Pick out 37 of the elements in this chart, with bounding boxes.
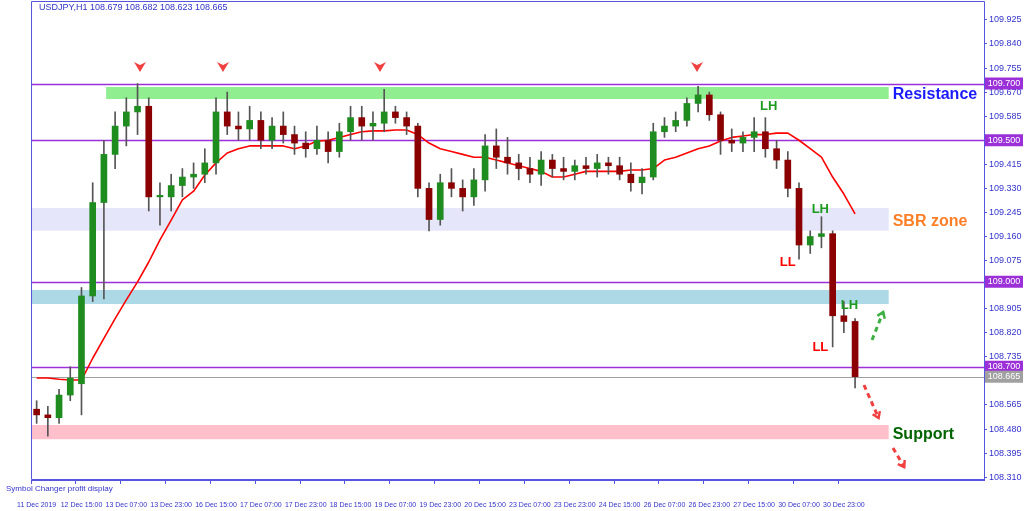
y-tick-label: 108.310 xyxy=(989,471,1022,482)
ref-line-label: 109.500 xyxy=(987,134,1021,145)
candlestick xyxy=(358,105,366,141)
y-tick-label: 108.395 xyxy=(989,447,1022,458)
annotation: LL xyxy=(779,253,796,269)
annotation: LH xyxy=(760,98,778,114)
candlestick xyxy=(515,154,523,181)
y-tick-label: 109.840 xyxy=(989,38,1022,49)
band-label: SBR zone xyxy=(892,211,968,229)
y-tick-label: 109.415 xyxy=(989,158,1022,169)
ref-line-label: 108.665 xyxy=(987,371,1021,382)
y-tick-label: 108.905 xyxy=(989,303,1022,314)
ref-line-label: 109.700 xyxy=(987,78,1021,89)
candlestick xyxy=(302,131,310,158)
y-tick-label: 108.735 xyxy=(989,351,1022,362)
y-tick-label: 108.565 xyxy=(989,399,1022,410)
y-tick-label: 109.755 xyxy=(989,62,1022,73)
y-tick-label: 109.330 xyxy=(989,182,1022,193)
band-label: Support xyxy=(892,424,955,442)
ref-line-label: 109.000 xyxy=(987,276,1021,287)
y-tick-label: 109.925 xyxy=(989,14,1022,25)
y-tick-label: 109.160 xyxy=(989,230,1022,241)
candlestick xyxy=(582,156,590,175)
ref-line-label: 108.700 xyxy=(987,361,1021,372)
annotation: LL xyxy=(812,338,829,354)
y-tick-label: 108.820 xyxy=(989,327,1022,338)
candlestick xyxy=(750,117,758,152)
y-tick-label: 109.075 xyxy=(989,255,1022,266)
y-tick-label: 109.585 xyxy=(989,110,1022,121)
y-tick-label: 109.245 xyxy=(989,206,1022,217)
chart-title: USDJPY,H1 108.679 108.682 108.623 108.665 xyxy=(39,2,228,13)
band-label: Resistance xyxy=(892,85,978,103)
text: Symbol Changer profit display xyxy=(6,484,113,494)
y-tick-label: 108.480 xyxy=(989,423,1022,434)
annotation: LH xyxy=(811,200,829,216)
y-tick-label: 109.670 xyxy=(989,86,1022,97)
candlestick xyxy=(728,128,736,152)
